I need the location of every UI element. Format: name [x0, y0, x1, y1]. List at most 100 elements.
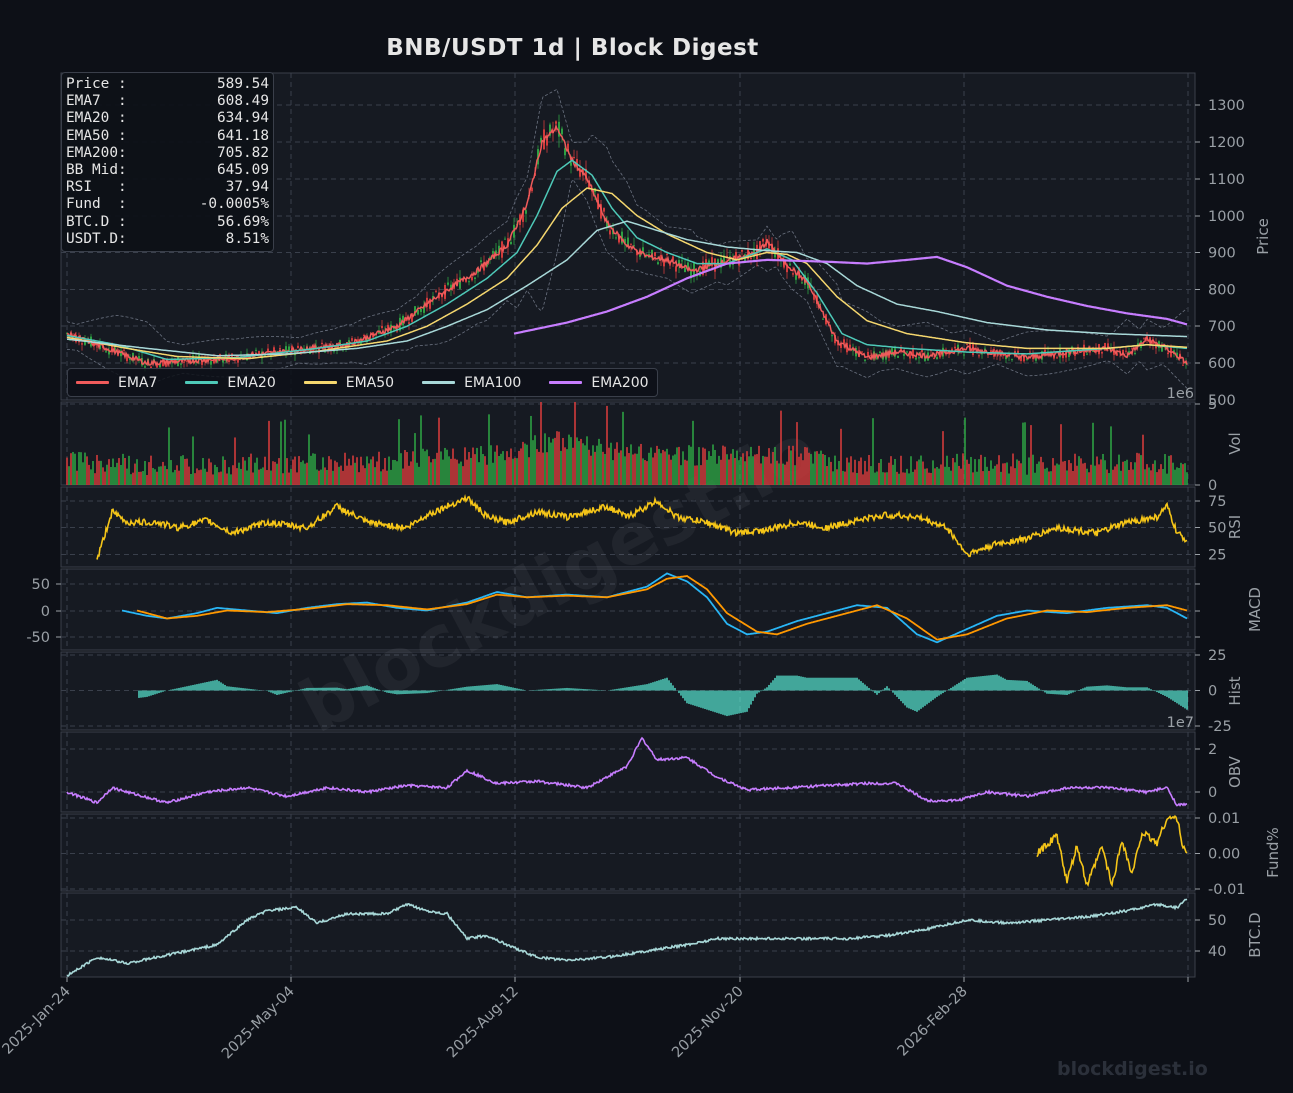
candle-body: [150, 366, 152, 369]
volume-bar: [584, 445, 586, 485]
hist-bar: [510, 687, 512, 691]
hist-bar: [798, 676, 800, 691]
hist-bar: [990, 675, 992, 691]
hist-bar: [562, 688, 564, 691]
hist-bar: [940, 690, 942, 695]
volume-bar: [340, 465, 342, 485]
hist-bar: [464, 686, 466, 691]
volume-bar: [442, 459, 444, 485]
volume-bar: [620, 450, 622, 485]
volume-bar: [830, 461, 832, 485]
hist-bar: [184, 686, 186, 691]
hist-bar: [152, 690, 154, 695]
volume-bar: [906, 468, 908, 485]
hist-bar: [226, 686, 228, 691]
hist-bar: [882, 689, 884, 691]
candle-body: [492, 251, 494, 254]
hist-bar: [1176, 690, 1178, 704]
volume-bar: [898, 473, 900, 485]
candle-body: [1131, 348, 1133, 350]
volume-bar: [1056, 463, 1058, 485]
hist-bar: [1060, 690, 1062, 695]
candle-body: [1167, 352, 1169, 355]
volume-bar: [1000, 471, 1002, 485]
hist-bar: [732, 690, 734, 715]
volume-bar: [1062, 461, 1064, 485]
hist-bar: [970, 677, 972, 691]
volume-bar: [382, 469, 384, 485]
hist-bar: [954, 685, 956, 691]
volume-bar: [1086, 468, 1088, 485]
volume-bar: [78, 452, 80, 485]
volume-bar: [1012, 453, 1014, 485]
volume-bar: [704, 448, 706, 485]
volume-bar: [730, 453, 732, 485]
volume-bar: [724, 446, 726, 485]
hist-bar: [570, 688, 572, 691]
hist-bar: [438, 690, 440, 692]
volume-bar: [326, 469, 328, 485]
hist-bar: [1160, 690, 1162, 695]
hist-bar: [304, 688, 306, 691]
candle-body: [648, 253, 650, 257]
volume-bar: [350, 465, 352, 485]
candle-body: [990, 350, 992, 353]
candle-body: [1011, 359, 1013, 361]
volume-bar: [300, 462, 302, 485]
hist-bar: [708, 690, 710, 711]
volume-bar: [342, 470, 344, 485]
candle-body: [531, 187, 533, 192]
hist-bar: [796, 675, 798, 691]
ema-line-ema100: [66, 220, 1188, 357]
volume-bar: [896, 471, 898, 485]
volume-bar: [932, 460, 934, 485]
hist-bar: [498, 684, 500, 691]
hist-bar: [910, 690, 912, 710]
candle-body: [282, 350, 284, 353]
candle-body: [576, 159, 578, 167]
volume-bar: [362, 465, 364, 485]
volume-bar: [1138, 453, 1140, 485]
volume-bar: [154, 469, 156, 485]
hist-bar: [852, 677, 854, 691]
candle-body: [903, 353, 905, 356]
candle-body: [120, 350, 122, 357]
hist-bar: [1122, 686, 1124, 691]
hist-bar: [382, 690, 384, 692]
volume-bar: [708, 451, 710, 485]
volume-bar: [642, 458, 644, 485]
hist-bar: [170, 689, 172, 691]
volume-bar: [1050, 471, 1052, 485]
volume-bar: [484, 456, 486, 485]
hist-bar: [700, 690, 702, 708]
hist-bar: [274, 690, 276, 695]
volume-bar: [224, 459, 226, 485]
volume-bar: [976, 471, 978, 485]
volume-bar: [1044, 468, 1046, 485]
volume-bar: [676, 447, 678, 485]
hist-bar: [888, 688, 890, 691]
hist-bar: [302, 688, 304, 691]
candle-body: [864, 359, 866, 361]
volume-bar: [892, 464, 894, 485]
volume-bar: [256, 457, 258, 485]
rsi-plot: [96, 493, 1188, 560]
candle-body: [861, 351, 863, 353]
volume-bar: [746, 451, 748, 485]
hist-bar: [802, 676, 804, 691]
candle-body: [609, 230, 611, 235]
hist-bar: [228, 686, 230, 691]
hist-bar: [312, 687, 314, 691]
hist-bar: [854, 677, 856, 691]
legend-label: EMA50: [345, 374, 395, 391]
hist-bar: [494, 684, 496, 691]
volume-bar: [412, 451, 414, 485]
hist-bar: [374, 688, 376, 691]
hist-bar: [1084, 687, 1086, 691]
volume-bar: [496, 445, 498, 485]
candle-body: [666, 253, 668, 255]
y-tick-label: 1000: [1208, 209, 1245, 225]
volume-bar: [394, 459, 396, 485]
hist-bar: [964, 678, 966, 691]
panel-bg-fund: [60, 813, 1196, 892]
